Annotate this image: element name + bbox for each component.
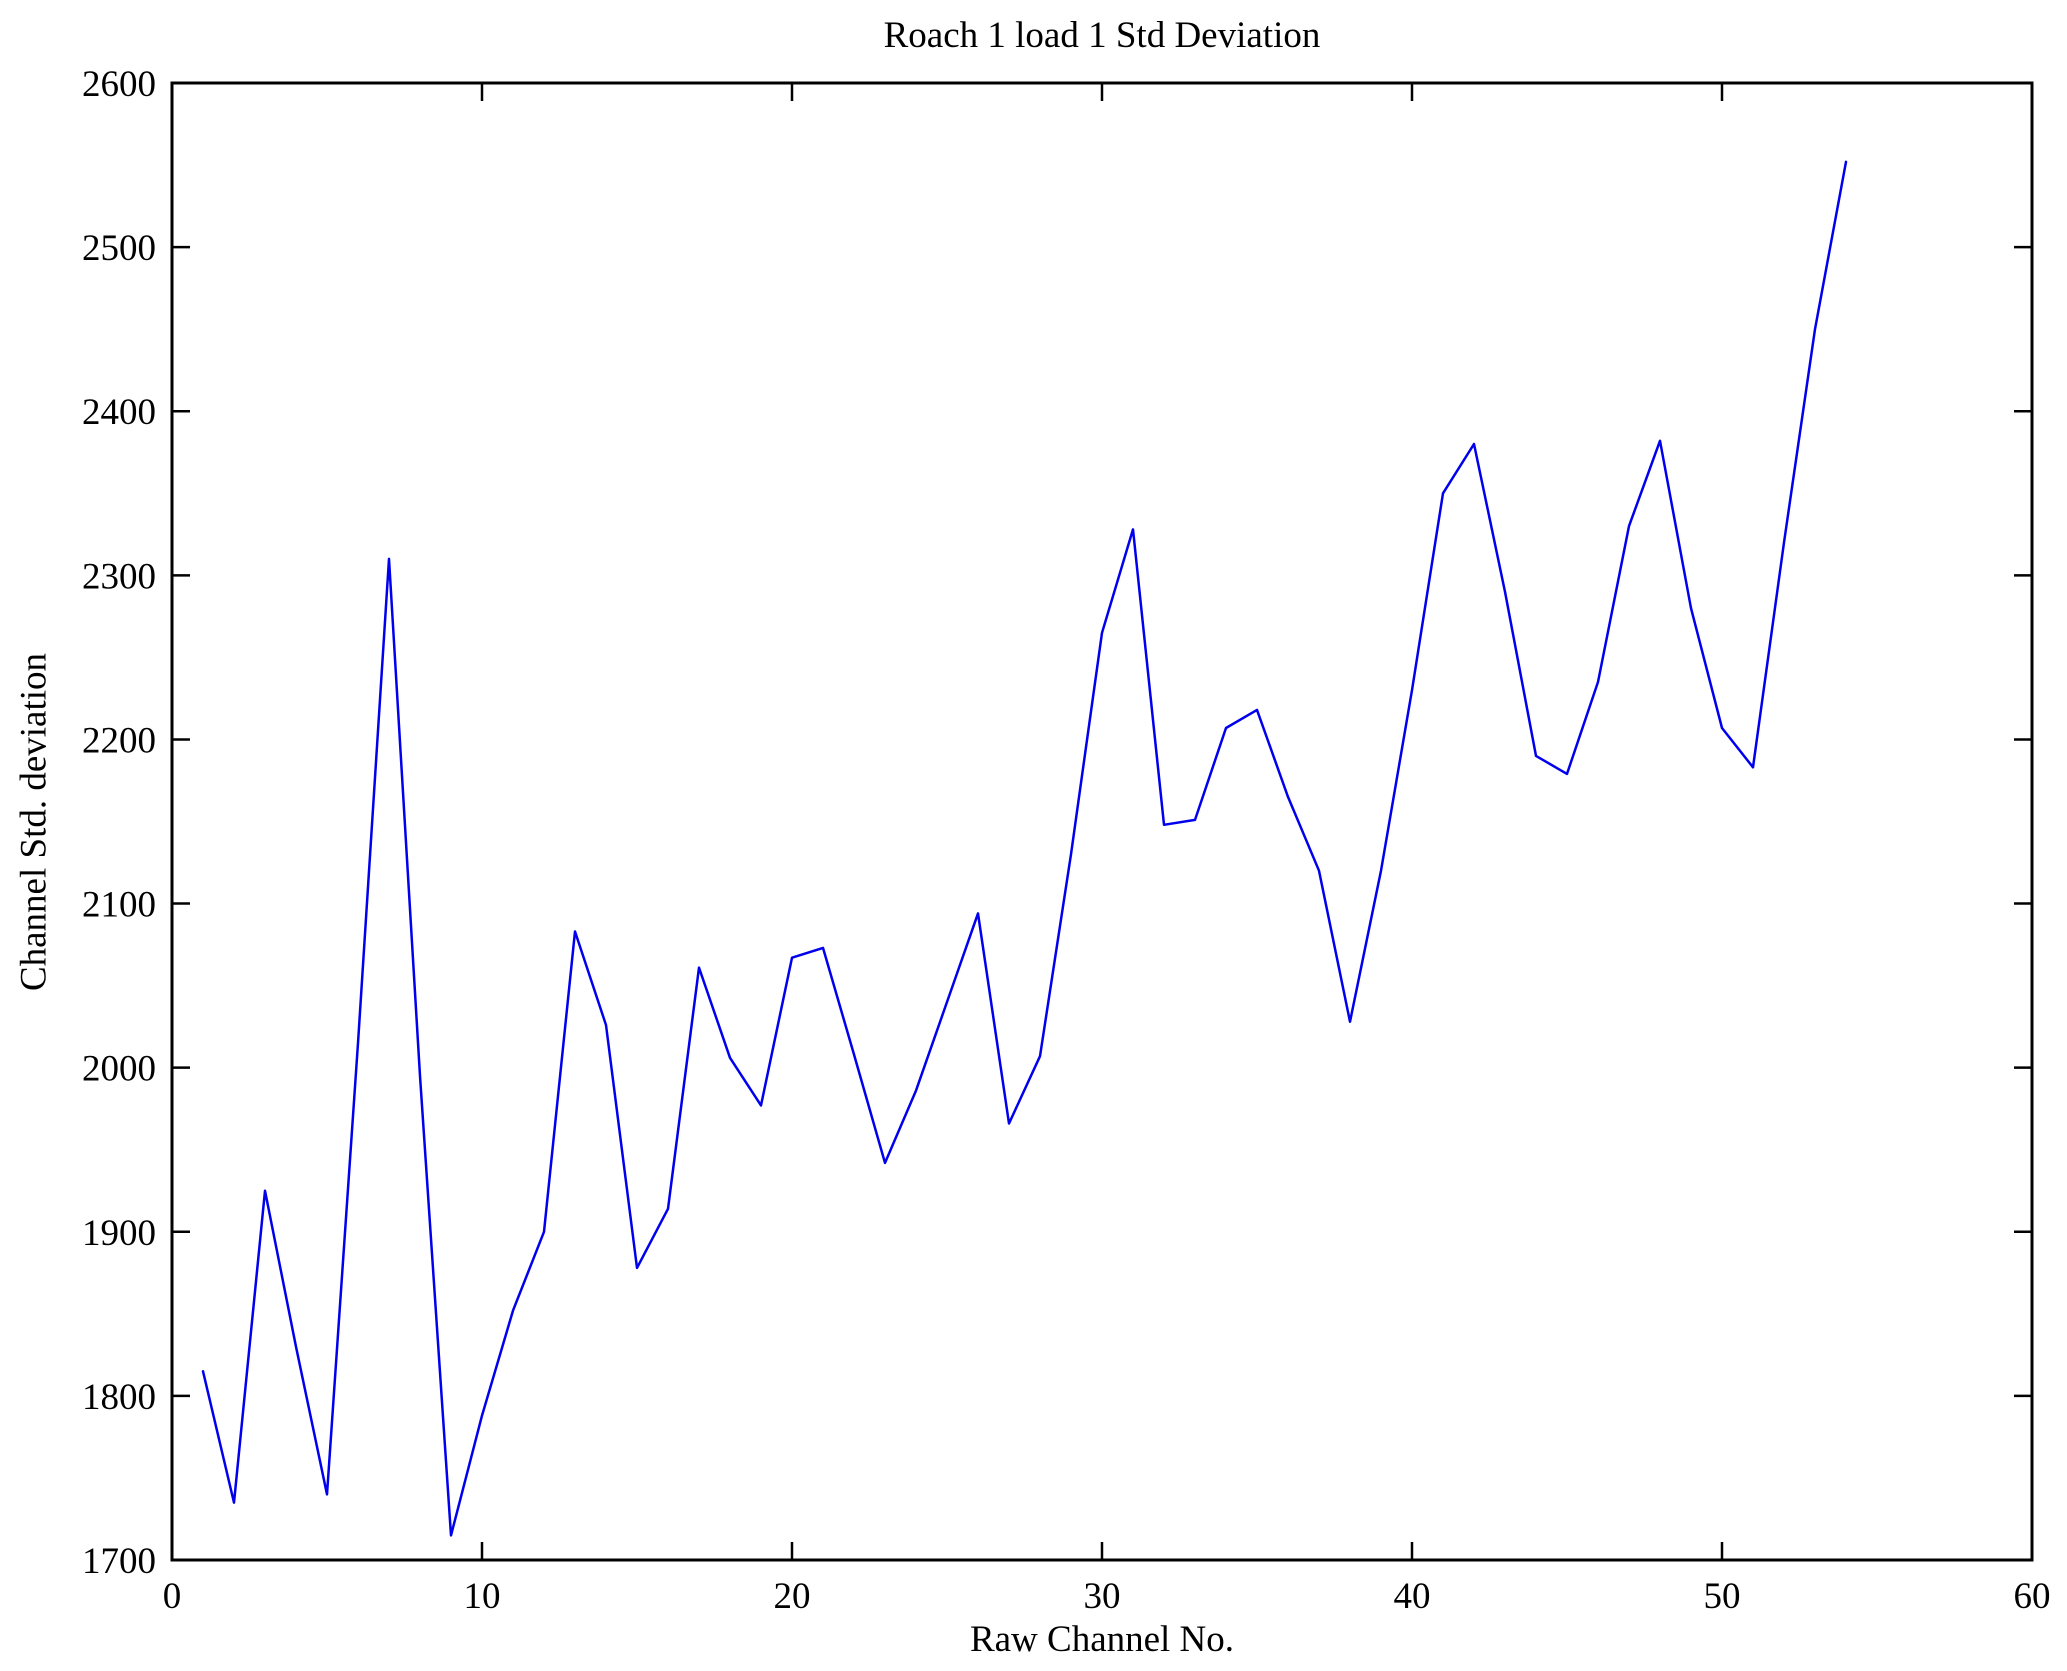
- y-tick-label: 1900: [82, 1213, 156, 1254]
- y-tick-label: 2500: [82, 228, 156, 269]
- chart-title: Roach 1 load 1 Std Deviation: [883, 15, 1321, 56]
- data-line: [201, 160, 1848, 1537]
- y-tick-label: 1800: [82, 1377, 156, 1418]
- plot-frame: [170, 81, 2034, 1562]
- y-tick-label: 2300: [82, 556, 156, 597]
- y-axis-label: Channel Std. deviation: [13, 652, 55, 992]
- y-tick-label: 2400: [82, 392, 156, 433]
- x-tick-label: 60: [2014, 1576, 2051, 1617]
- x-tick-label: 30: [1084, 1576, 1121, 1617]
- x-axis-label: Raw Channel No.: [969, 1619, 1235, 1660]
- x-tick-label: 10: [464, 1576, 501, 1617]
- x-tick-label: 0: [163, 1576, 182, 1617]
- y-tick-label: 2100: [82, 885, 156, 926]
- x-tick-label: 50: [1704, 1576, 1741, 1617]
- y-tick-label: 2000: [82, 1049, 156, 1090]
- y-tick-label: 2200: [82, 720, 156, 761]
- x-tick-label: 40: [1394, 1576, 1431, 1617]
- y-tick-label: 1700: [82, 1541, 156, 1582]
- y-tick-label: 2600: [82, 64, 156, 105]
- x-tick-label: 20: [774, 1576, 811, 1617]
